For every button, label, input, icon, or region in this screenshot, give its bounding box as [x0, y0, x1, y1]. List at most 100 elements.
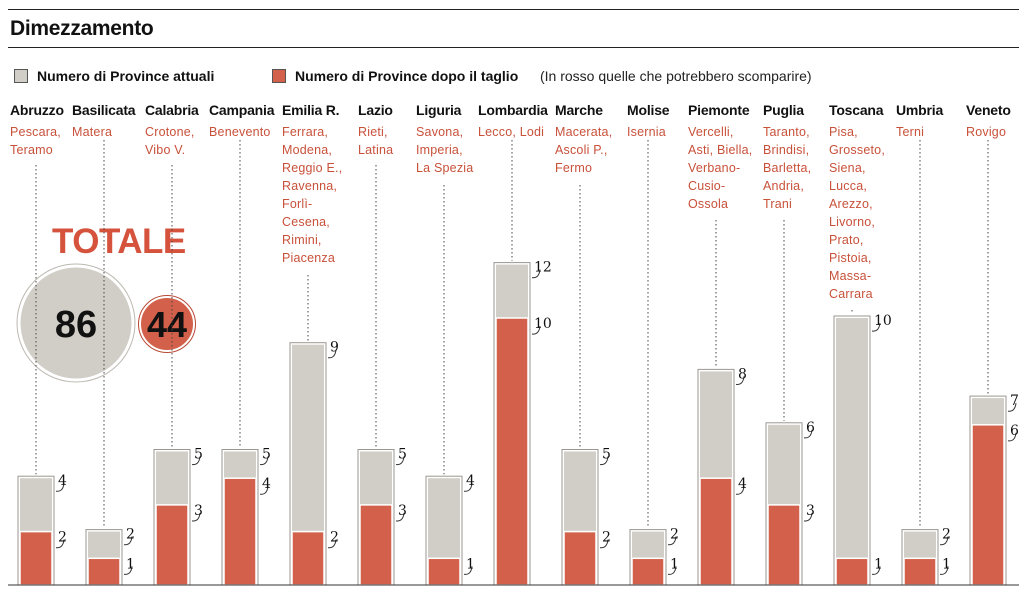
bar-after-label: 2 — [58, 530, 67, 546]
bar-current-label-hook — [667, 536, 677, 546]
bar-current-label-hook — [191, 456, 201, 466]
region-provinces: Macerata, Ascoli P., Fermo — [555, 125, 613, 175]
region-name: Emilia R. — [282, 102, 340, 118]
bar-after-label: 4 — [738, 476, 747, 492]
bar-after — [291, 530, 325, 586]
region-name: Toscana — [829, 102, 884, 118]
bar-current-label: 2 — [670, 527, 679, 543]
region-provinces: Vercelli, Asti, Biella, Verbano- Cusio- … — [688, 125, 753, 211]
region-name: Calabria — [145, 102, 199, 118]
bar-current-label: 5 — [398, 447, 407, 463]
bar-after-label: 2 — [602, 530, 611, 546]
bar-current-label-hook — [395, 456, 405, 466]
region-name: Basilicata — [72, 102, 136, 118]
bar-after — [903, 557, 937, 586]
region-name: Abruzzo — [10, 102, 64, 118]
region-provinces: Rovigo — [966, 125, 1007, 139]
bar-after-label-hook — [259, 486, 269, 495]
bar-after — [87, 557, 121, 586]
region-provinces: Terni — [896, 125, 925, 139]
page-title: Dimezzamento — [10, 17, 154, 40]
bar-current-label: 2 — [942, 527, 951, 543]
region-name: Lombardia — [478, 102, 548, 118]
bar-after-label: 4 — [262, 476, 271, 492]
region-name: Liguria — [416, 102, 462, 118]
bar-after-label: 1 — [670, 556, 679, 572]
totale-current-circle — [17, 264, 135, 382]
totale-label: TOTALE — [52, 222, 186, 261]
bar-current-label-hook — [55, 483, 65, 492]
bar-after-label: 2 — [330, 530, 339, 546]
bar-after-label: 3 — [806, 503, 815, 519]
bar-current-label: 2 — [126, 527, 135, 543]
bar-current-label: 5 — [602, 447, 611, 463]
region-provinces: Taranto, Brindisi, Barletta, Andria, Tra… — [763, 125, 812, 211]
bar-current-label-hook — [463, 483, 473, 492]
bar-current-label: 5 — [262, 447, 271, 463]
bar-current-label-hook — [531, 269, 541, 279]
bar-current-label: 5 — [194, 447, 203, 463]
totale-current-value: 86 — [55, 304, 97, 346]
legend-label-current: Numero di Province attuali — [37, 68, 215, 84]
bar-after — [19, 530, 53, 586]
bar-after-label-hook — [55, 539, 65, 549]
bar-current-label: 6 — [806, 420, 815, 436]
bar-after-label-hook — [191, 512, 201, 522]
bar-after — [699, 477, 733, 586]
legend-note: (In rosso quelle che potrebbero scompari… — [540, 68, 812, 84]
bar-after-label: 1 — [874, 556, 883, 572]
bar-after-label-hook — [735, 486, 745, 495]
bar-current-label-hook — [871, 322, 881, 332]
bar-current-label-hook — [1007, 403, 1017, 412]
bar-current-label: 4 — [58, 473, 67, 489]
bar-after — [767, 504, 801, 586]
region-provinces: Pisa, Grosseto, Siena, Lucca, Arezzo, Li… — [829, 125, 885, 301]
bar-current-label-hook — [259, 456, 269, 466]
totale-after-ring — [138, 295, 196, 353]
region-name: Veneto — [966, 102, 1011, 118]
legend-label-after: Numero di Province dopo il taglio — [295, 68, 519, 84]
bar-after-label: 1 — [466, 556, 475, 572]
bar-current — [836, 318, 868, 585]
region-name: Molise — [627, 102, 670, 118]
bar-after-label: 3 — [398, 503, 407, 519]
bar-after-label: 1 — [942, 556, 951, 572]
region-name: Umbria — [896, 102, 944, 118]
bar-after-label-hook — [803, 512, 813, 522]
bar-after-label-hook — [327, 539, 337, 549]
bar-after — [495, 317, 529, 586]
bar-after — [835, 557, 869, 586]
bar-after-label: 3 — [194, 503, 203, 519]
bar-current-label: 7 — [1010, 393, 1019, 409]
bar-current-label-hook — [123, 536, 133, 546]
bar-after-label-hook — [1007, 432, 1017, 442]
bar-after-label: 6 — [1010, 423, 1019, 439]
region-name: Lazio — [358, 102, 393, 118]
bar-current-label: 10 — [874, 313, 892, 329]
bar-current-label-hook — [327, 349, 337, 359]
region-provinces: Ferrara, Modena, Reggio E., Ravenna, For… — [282, 125, 343, 265]
bar-current-label-hook — [939, 536, 949, 546]
region-provinces: Isernia — [627, 125, 666, 139]
bar-after — [359, 504, 393, 586]
totale-current-ring — [16, 263, 136, 383]
bar-current-label-hook — [803, 429, 813, 439]
bar-current-label: 4 — [466, 473, 475, 489]
bar-after — [971, 424, 1005, 586]
bar-after-label: 1 — [126, 556, 135, 572]
bar-current-label: 8 — [738, 366, 747, 382]
region-name: Piemonte — [688, 102, 750, 118]
totale-after-value: 44 — [147, 304, 187, 345]
bar-current-label: 12 — [534, 260, 552, 276]
region-provinces: Rieti, Latina — [358, 125, 394, 157]
region-provinces: Matera — [72, 125, 113, 139]
bar-after — [631, 557, 665, 586]
region-name: Campania — [209, 102, 275, 118]
region-provinces: Benevento — [209, 125, 271, 139]
bar-after-label-hook — [463, 566, 473, 575]
top-rule — [8, 9, 1019, 10]
bar-after-label-hook — [871, 566, 881, 575]
legend-item-current: Numero di Province attuali — [14, 68, 214, 84]
bar-after-label-hook — [123, 566, 133, 575]
